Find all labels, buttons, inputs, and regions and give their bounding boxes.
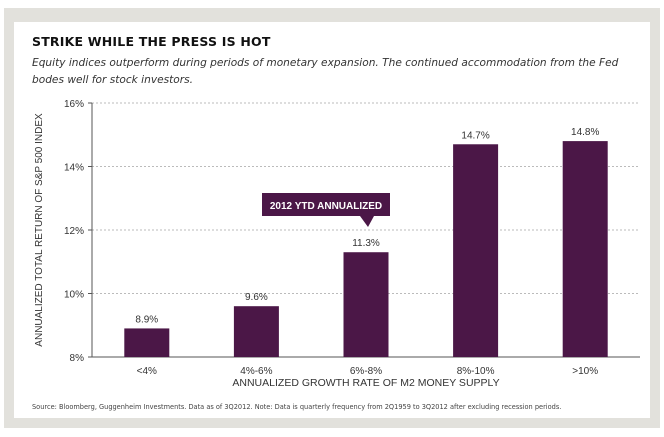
bar [562,141,608,357]
y-tick-label: 10% [64,290,84,301]
data-label: 11.3% [352,238,380,249]
chart-subtitle: Equity indices outperform during periods… [32,57,619,86]
x-axis-title: ANNUALIZED GROWTH RATE OF M2 MONEY SUPPL… [232,377,499,389]
y-tick-label: 16% [64,99,84,110]
x-tick-label: 6%-8% [350,366,382,377]
y-axis-title: ANNUALIZED TOTAL RETURN OF S&P 500 INDEX [34,113,45,347]
x-tick-label: >10% [572,366,598,377]
annotation-callout [262,193,390,227]
chart-title: STRIKE WHILE THE PRESS IS HOT [32,34,271,49]
y-tick-label: 14% [64,163,84,174]
data-label: 14.7% [461,130,489,141]
x-tick-label: 4%-6% [240,366,272,377]
bar [233,306,279,357]
x-tick-label: 8%-10% [457,366,495,377]
y-tick-label: 12% [64,226,84,237]
annotation-text: 2012 YTD ANNUALIZED [270,201,382,212]
bar [343,252,389,357]
data-label: 8.9% [135,314,158,325]
bar [124,328,170,357]
y-tick-label: 8% [70,353,85,364]
bar [453,144,499,357]
source-note: Source: Bloomberg, Guggenheim Investment… [32,403,562,411]
chart-panel [14,22,650,418]
x-tick-label: <4% [137,366,157,377]
data-label: 9.6% [245,292,268,303]
data-label: 14.8% [571,127,599,138]
